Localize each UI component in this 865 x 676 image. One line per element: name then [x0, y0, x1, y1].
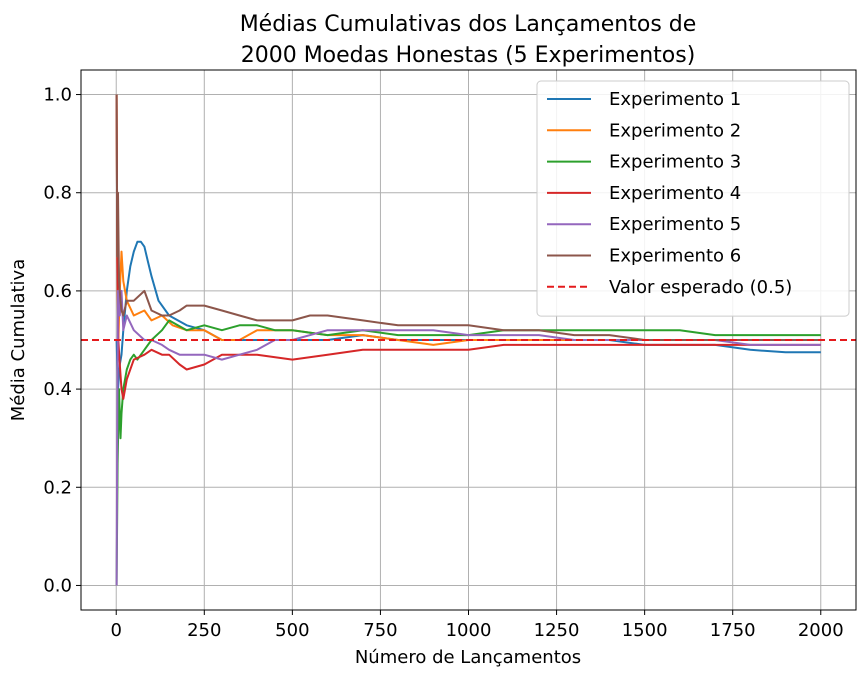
y-tick-label: 0.6: [43, 281, 72, 302]
legend-label-1: Experimento 1: [609, 89, 741, 110]
x-tick-label: 0: [111, 620, 122, 641]
y-tick-label: 0.8: [43, 183, 72, 204]
legend-label-4: Experimento 4: [609, 183, 741, 204]
x-tick-label: 250: [187, 620, 221, 641]
legend: Experimento 1 Experimento 2 Experimento 3 E…: [536, 80, 850, 317]
legend-label-5: Experimento 5: [609, 214, 741, 235]
series-line-4: [115, 94, 821, 400]
chart-title-line2: 2000 Moedas Honestas (5 Experimentos): [241, 43, 696, 68]
y-axis-label: Média Cumulativa: [8, 259, 29, 421]
legend-label-6: Experimento 6: [609, 246, 741, 267]
x-axis-label: Número de Lançamentos: [355, 647, 581, 668]
legend-label-3: Experimento 3: [609, 152, 741, 173]
y-tick-label: 0.0: [43, 575, 72, 596]
series-lines: [81, 94, 856, 586]
x-tick-label: 1250: [534, 620, 580, 641]
series-line-3: [115, 319, 821, 586]
y-tick-label: 0.4: [43, 379, 72, 400]
y-tick-label: 0.2: [43, 477, 72, 498]
legend-label-2: Experimento 2: [609, 120, 741, 141]
x-tick-label: 500: [275, 620, 309, 641]
x-tick-label: 1500: [622, 620, 668, 641]
x-tick-label: 1750: [710, 620, 756, 641]
chart-title-line1: Médias Cumulativas dos Lançamentos de: [240, 12, 697, 37]
series-line-6: [115, 94, 821, 341]
x-tick-label: 2000: [798, 620, 844, 641]
axis-ticks: 0 250 500 750 1000 1250 1500 1750 2000 0.0 0.2 0.4 0…: [43, 85, 843, 641]
x-tick-label: 750: [363, 620, 397, 641]
y-tick-label: 1.0: [43, 85, 72, 106]
legend-label-7: Valor esperado (0.5): [609, 277, 792, 298]
legend-box: [536, 80, 850, 317]
x-tick-label: 1000: [446, 620, 492, 641]
